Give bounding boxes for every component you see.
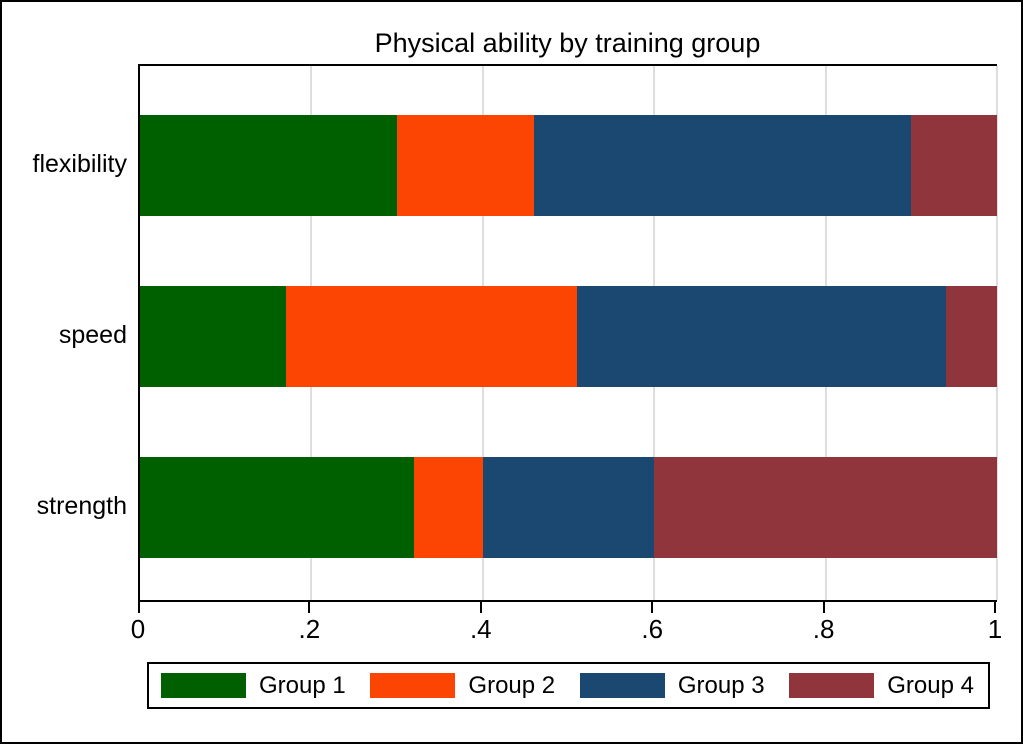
legend-item-group-1: Group 1 — [161, 672, 346, 700]
bar-segment-speed-group-1 — [140, 286, 286, 387]
legend-swatch-group-4 — [789, 673, 875, 698]
x-axis-tick-label-.2: .2 — [298, 614, 321, 644]
bar-segment-strength-group-1 — [140, 457, 415, 558]
bar-segment-flexibility-group-3 — [534, 115, 912, 216]
y-axis-label-speed: speed — [58, 320, 127, 349]
bar-segment-flexibility-group-4 — [911, 115, 997, 216]
x-axis-tick-label-0: 0 — [130, 614, 146, 644]
x-axis-tick-label-1: 1 — [987, 614, 1003, 644]
bar-segment-flexibility-group-2 — [397, 115, 535, 216]
legend-swatch-group-2 — [370, 673, 456, 698]
x-axis-tick-label-.4: .4 — [469, 614, 492, 644]
legend-item-group-4: Group 4 — [789, 672, 974, 700]
bar-row-speed — [140, 286, 997, 387]
gridline-1 — [996, 66, 998, 600]
x-axis-tick-.6 — [651, 600, 654, 613]
legend-label-group-1: Group 1 — [259, 671, 346, 699]
x-axis-tick-.2 — [308, 600, 311, 613]
y-axis-label-flexibility: flexibility — [32, 149, 127, 178]
chart-title: Physical ability by training group — [374, 28, 761, 58]
bar-segment-flexibility-group-1 — [140, 115, 398, 216]
legend-label-group-3: Group 3 — [677, 671, 765, 699]
legend-label-group-2: Group 2 — [468, 671, 556, 699]
legend-label-group-4: Group 4 — [887, 671, 974, 699]
bar-row-strength — [140, 457, 997, 558]
x-axis-tick-0 — [138, 600, 140, 613]
legend-item-group-2: Group 2 — [370, 672, 555, 700]
legend-swatch-group-3 — [579, 673, 665, 698]
x-axis-tick-.4 — [479, 600, 482, 613]
x-axis-tick-label-.8: .8 — [812, 614, 835, 644]
legend-item-group-3: Group 3 — [579, 671, 765, 700]
plot-area — [138, 64, 998, 602]
y-axis-label-strength: strength — [36, 491, 127, 520]
bar-segment-speed-group-4 — [945, 286, 997, 387]
legend-swatch-group-1 — [161, 673, 246, 698]
x-axis-tick-1 — [994, 600, 996, 613]
x-axis-tick-.8 — [822, 600, 825, 613]
bar-segment-strength-group-2 — [414, 457, 483, 558]
x-axis-tick-label-.6: .6 — [641, 614, 664, 644]
bar-segment-strength-group-4 — [654, 457, 997, 558]
bar-segment-strength-group-3 — [482, 457, 655, 558]
bar-segment-speed-group-3 — [577, 286, 946, 387]
bar-segment-speed-group-2 — [285, 286, 578, 387]
legend: Group 1 Group 2 Group 3 Group 4 — [147, 662, 990, 709]
bar-row-flexibility — [140, 115, 997, 216]
